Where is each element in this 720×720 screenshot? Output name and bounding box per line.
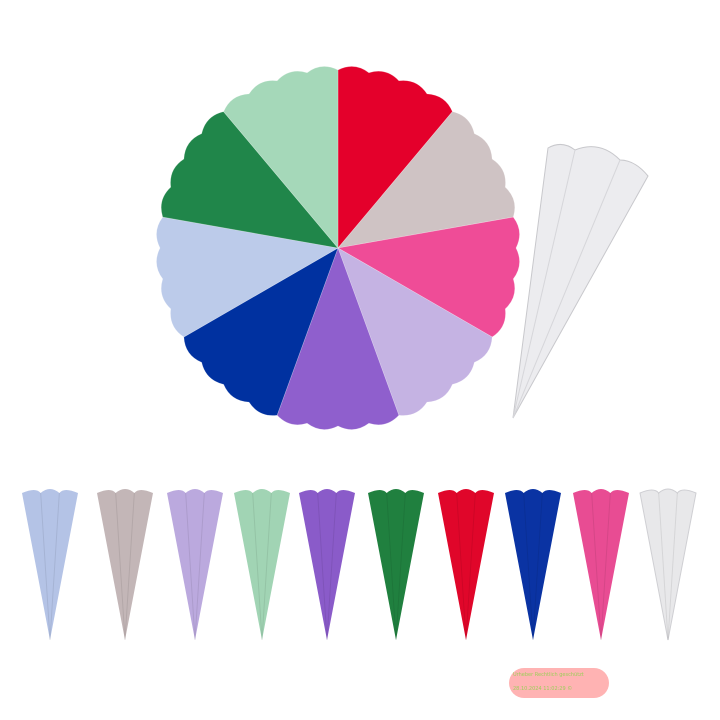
school-cone xyxy=(438,489,494,640)
cone-fold-lines xyxy=(185,492,205,641)
wheel-segment xyxy=(156,216,339,338)
cone-fold-lines xyxy=(523,492,543,641)
wheel-segment xyxy=(337,111,516,249)
cone-fold-lines xyxy=(252,492,272,641)
wheel-segment xyxy=(183,247,339,416)
school-cone xyxy=(22,489,78,640)
cone-fold-lines xyxy=(40,492,60,641)
school-cone xyxy=(573,489,629,640)
watermark: Urheber Rechtlich geschützt 28.10.2024 1… xyxy=(509,668,609,698)
cone-color-wheel xyxy=(156,66,520,430)
cone-fold-lines xyxy=(456,492,476,641)
cone-fold-lines xyxy=(386,492,406,641)
wheel-segment xyxy=(337,66,453,249)
school-cone xyxy=(97,489,153,640)
large-white-cone xyxy=(512,144,649,419)
cone-row xyxy=(22,488,697,641)
school-cone xyxy=(299,489,355,640)
watermark-line1: Urheber Rechtlich geschützt xyxy=(513,672,584,678)
wheel-segment xyxy=(223,66,339,249)
wheel-segment xyxy=(337,216,520,338)
watermark-line2: 28.10.2024 11:02:29 © xyxy=(513,686,573,692)
school-cone xyxy=(505,489,561,640)
school-cone xyxy=(639,488,697,641)
school-cone xyxy=(167,489,223,640)
cone-fold-lines xyxy=(115,492,135,641)
cone-fold-lines xyxy=(317,492,337,641)
school-cone xyxy=(368,489,424,640)
school-cone xyxy=(234,489,290,640)
wheel-segment xyxy=(160,111,339,249)
cone-fold-lines xyxy=(658,492,678,641)
wheel-segment xyxy=(276,247,400,430)
wheel-segment xyxy=(337,247,493,416)
cone-fold-lines xyxy=(591,492,611,641)
